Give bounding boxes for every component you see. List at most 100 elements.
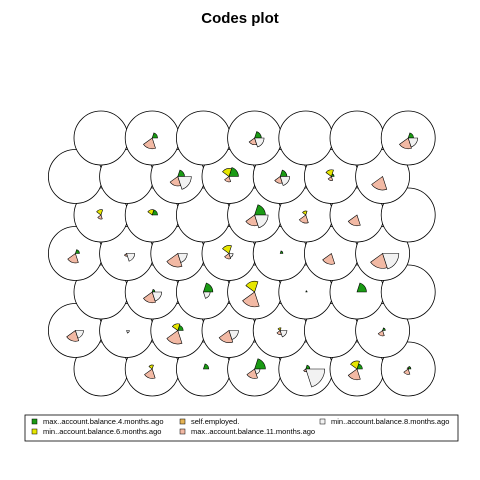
legend-box [24, 414, 459, 442]
codes-wedge [177, 176, 192, 190]
som-unit [73, 187, 129, 243]
legend-key [31, 428, 38, 435]
codes-wedge [298, 214, 309, 224]
legend-label: min..account.balance.6.months.ago [43, 427, 161, 436]
som-unit [355, 149, 411, 204]
som-unit [329, 341, 385, 397]
codes-wedge [202, 363, 210, 370]
codes-wedge [222, 168, 232, 177]
codes-wedge [147, 209, 155, 216]
codes-wedge [325, 169, 334, 177]
codes-wedge [382, 253, 400, 270]
codes-wedge [246, 368, 258, 379]
codes-wedge [143, 291, 156, 304]
som-unit [380, 110, 436, 166]
codes-wedge [245, 280, 259, 293]
codes-wedge [347, 368, 361, 381]
codes-wedge [382, 327, 386, 331]
som-unit [124, 110, 180, 166]
codes-wedge [67, 253, 79, 264]
som-unit [329, 110, 385, 166]
som-unit [252, 149, 308, 204]
som-unit [124, 264, 180, 320]
codes-wedge [356, 282, 367, 293]
legend-key [179, 428, 186, 435]
codes-wedge [371, 176, 388, 191]
som-unit [201, 149, 257, 204]
codes-wedge [279, 250, 284, 254]
unit-circle [380, 187, 436, 243]
codes-wedge [74, 330, 84, 339]
legend-key [179, 418, 186, 425]
codes-wedge [399, 137, 412, 150]
codes-wedge [403, 368, 411, 375]
som-unit [150, 303, 206, 358]
som-unit [278, 341, 334, 397]
codes-wedge [143, 137, 156, 150]
codes-wedge [347, 214, 361, 227]
som-unit [99, 303, 154, 358]
codes-wedge [322, 253, 336, 265]
som-unit [124, 187, 180, 243]
som-unit [227, 110, 283, 166]
som-unit [380, 187, 436, 243]
codes-wedge [96, 209, 104, 216]
som-unit [278, 187, 334, 243]
som-unit [380, 341, 436, 397]
unit-circle [329, 110, 385, 166]
som-unit [99, 226, 154, 281]
codes-wedge [66, 330, 80, 342]
codes-wedge [222, 245, 232, 254]
som-unit [175, 110, 231, 166]
codes-wedge [305, 368, 326, 388]
codes-wedge [279, 176, 290, 186]
codes-wedge [242, 291, 260, 308]
som-unit [355, 226, 411, 281]
unit-circle [278, 110, 334, 166]
unit-circle [73, 110, 129, 166]
codes-wedge [228, 330, 239, 340]
codes-wedge [74, 249, 80, 254]
codes-wedge [302, 210, 308, 216]
codes-wedge [254, 214, 269, 229]
codes-wedge [151, 132, 158, 139]
codes-wedge [327, 176, 334, 181]
som-units [48, 110, 436, 397]
codes-wedge [350, 360, 360, 370]
legend-label: self.employed. [191, 417, 239, 426]
legend: max..account.balance.4.months.agomin..ac… [24, 414, 459, 442]
codes-wedge [148, 364, 154, 370]
codes-wedge [166, 330, 183, 345]
legend-key [319, 418, 326, 425]
legend-label: max..account.balance.4.months.ago [43, 417, 164, 426]
codes-wedge [126, 330, 130, 334]
legend-label: min..account.balance.8.months.ago [331, 417, 449, 426]
codes-wedge [279, 330, 288, 338]
legend-key [31, 418, 38, 425]
unit-circle [175, 110, 231, 166]
codes-wedge [254, 358, 266, 370]
som-unit [329, 187, 385, 243]
codes-wedge [254, 137, 265, 148]
codes-wedge [224, 176, 232, 183]
som-unit [380, 264, 436, 320]
unit-circle [380, 264, 436, 320]
codes-wedge [171, 323, 181, 331]
codes-wedge [166, 253, 183, 268]
codes-wedge [407, 366, 412, 370]
codes-wedge [126, 253, 136, 262]
codes-wedge [177, 253, 188, 263]
som-unit [201, 226, 257, 281]
codes-wedge [151, 291, 162, 302]
som-unit [227, 187, 283, 243]
codes-wedge [228, 253, 234, 258]
som-unit [150, 226, 206, 281]
som-unit [201, 303, 257, 358]
codes-wedge [218, 330, 234, 343]
chart-title: Codes plot [201, 10, 279, 27]
codes-wedge [277, 327, 282, 331]
som-unit [227, 264, 283, 320]
codes-wedge [305, 290, 308, 293]
codes-wedge [97, 214, 103, 220]
